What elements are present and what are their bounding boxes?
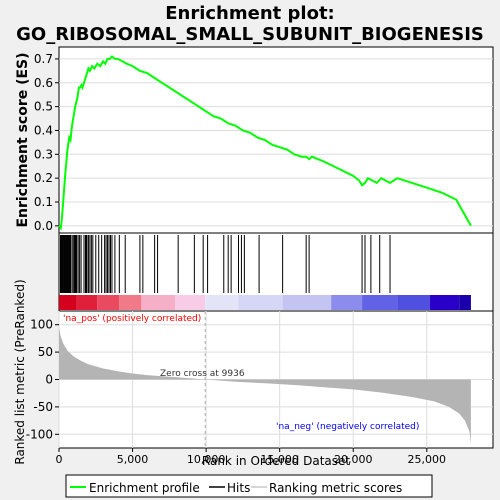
legend-es-label: Enrichment profile xyxy=(89,481,200,495)
x-axis-label: Rank in Ordered Dataset xyxy=(202,454,350,468)
chart-title-line2: GO_RIBOSOMAL_SMALL_SUBUNIT_BIOGENESIS xyxy=(16,24,484,45)
neg-label: 'na_neg' (negatively correlated) xyxy=(276,422,419,432)
enrichment-profile-line xyxy=(58,55,472,231)
metric-x-tick-label: 10,000 xyxy=(187,453,226,466)
hits-marks xyxy=(59,235,391,293)
es-y-tick-label: 0.5 xyxy=(34,100,53,114)
ranking-metric-area xyxy=(59,327,471,445)
es-y-tick-label: 0.0 xyxy=(34,219,53,233)
zero-cross-label: Zero cross at 9936 xyxy=(160,369,245,379)
metric-x-tick-label: 5,000 xyxy=(117,453,149,466)
pos-label: 'na_pos' (positively correlated) xyxy=(63,314,201,324)
gradient-segment xyxy=(205,295,239,310)
gradient-segment xyxy=(119,295,142,310)
metric-x-tick-label: 15,000 xyxy=(260,453,299,466)
metric-x-tick-label: 0 xyxy=(56,453,63,466)
es-y-ticks: 0.0 0.1 0.2 0.3 0.4 0.5 0.6 0.7 xyxy=(34,52,59,233)
gradient-segment xyxy=(141,295,176,310)
gradient-segment xyxy=(175,295,206,310)
gradient-segment xyxy=(362,295,398,310)
gradient-segment xyxy=(238,295,283,310)
metric-y-tick-label: 100 xyxy=(30,318,53,332)
metric-x-ticks: 0 5,000 10,000 15,000 20,000 25,000 xyxy=(56,448,447,466)
es-y-tick-label: 0.1 xyxy=(34,195,53,209)
legend-box xyxy=(65,474,433,498)
es-y-axis-label: Enrichment score (ES) xyxy=(15,52,31,227)
es-y-tick-label: 0.4 xyxy=(34,123,53,137)
es-y-tick-label: 0.6 xyxy=(34,76,53,90)
es-y-tick-label: 0.2 xyxy=(34,171,53,185)
chart-title-line1: Enrichment plot: xyxy=(165,3,335,24)
metric-x-tick-label: 20,000 xyxy=(334,453,373,466)
gradient-segment xyxy=(282,295,332,310)
metric-y-tick-label: -50 xyxy=(33,400,53,414)
metric-y-tick-label: 0 xyxy=(45,373,53,387)
gradient-segment xyxy=(331,295,363,310)
metric-x-tick-label: 25,000 xyxy=(408,453,447,466)
gradient-segment xyxy=(76,295,98,310)
es-panel xyxy=(58,46,494,234)
es-y-tick-label: 0.3 xyxy=(34,147,53,161)
metric-y-ticks: -100 -50 0 50 100 xyxy=(26,318,59,441)
es-y-tick-label: 0.7 xyxy=(34,52,53,66)
gradient-segment xyxy=(59,295,77,310)
gradient-segment xyxy=(397,295,430,310)
metric-y-axis-label: Ranked list metric (PreRanked) xyxy=(13,279,27,464)
gradient-segment xyxy=(459,295,471,310)
metric-y-tick-label: 50 xyxy=(38,345,53,359)
gradient-segment xyxy=(429,295,460,310)
gradient-segment xyxy=(97,295,120,310)
metric-y-tick-label: -100 xyxy=(26,427,53,441)
legend-hits-label: Hits xyxy=(227,481,250,495)
es-gridlines xyxy=(59,58,493,227)
legend-metric-label: Ranking metric scores xyxy=(269,481,402,495)
rank-gradient-bar xyxy=(59,295,471,310)
